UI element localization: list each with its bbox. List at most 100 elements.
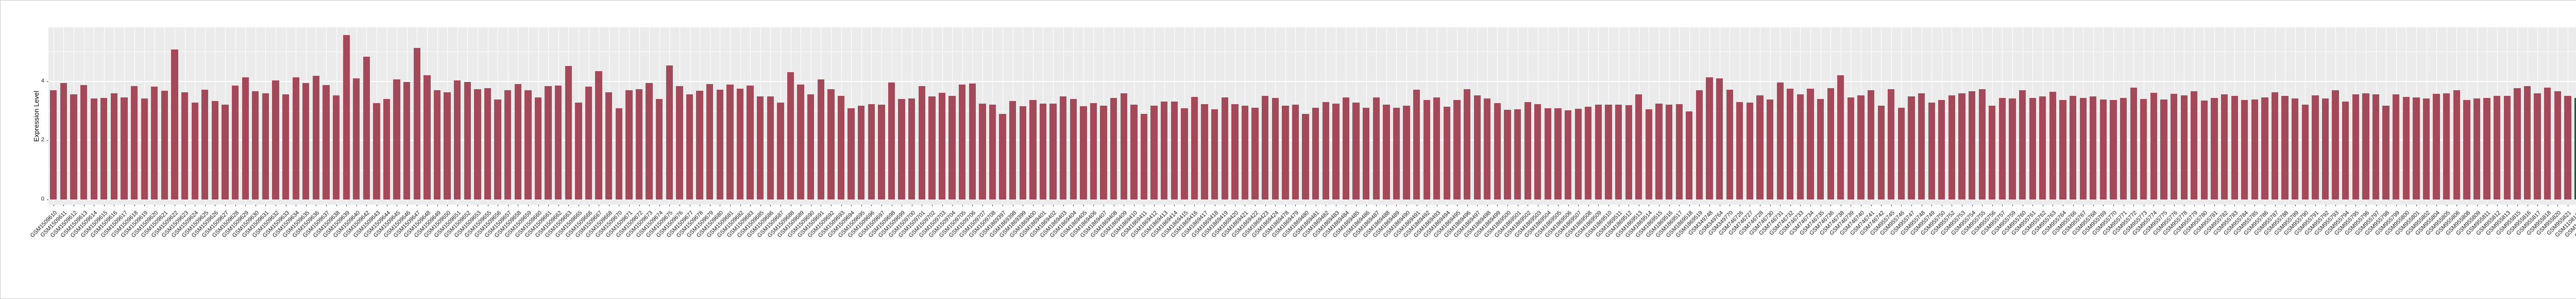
bar: [70, 94, 77, 200]
x-tick: [2477, 205, 2478, 206]
bar: [2483, 97, 2490, 200]
bar: [676, 86, 683, 200]
x-tick: [406, 205, 408, 206]
bar: [2574, 98, 2576, 200]
x-tick: [2517, 205, 2518, 206]
bar: [1635, 94, 1642, 200]
bar: [464, 82, 471, 200]
bar: [403, 82, 411, 200]
x-tick: [2315, 205, 2316, 206]
bar: [1958, 93, 1965, 200]
x-tick: [2355, 205, 2357, 206]
x-tick: [1931, 205, 1933, 206]
bar: [242, 77, 249, 200]
bar: [565, 66, 572, 200]
bar: [1231, 104, 1239, 200]
x-tick: [2174, 205, 2175, 206]
x-tick: [1780, 205, 1781, 206]
bar: [534, 97, 542, 200]
bar: [1938, 100, 1945, 200]
bar: [2029, 98, 2036, 200]
bar: [1332, 104, 1340, 200]
bar: [2564, 96, 2571, 200]
bar: [646, 83, 653, 200]
x-tick: [1083, 205, 1084, 206]
bar: [292, 77, 299, 200]
x-tick: [124, 205, 125, 206]
bar: [2009, 98, 2016, 200]
y-major-gridline: [48, 199, 2576, 200]
x-tick: [225, 205, 226, 206]
bar: [585, 87, 592, 200]
x-tick: [871, 205, 872, 206]
bar: [1554, 108, 1562, 200]
x-tick: [1255, 205, 1256, 206]
x-tick: [2497, 205, 2498, 206]
bar: [898, 99, 905, 200]
bar: [1827, 88, 1834, 200]
x-tick: [1477, 205, 1478, 206]
x-tick: [972, 205, 973, 206]
bar: [1413, 89, 1420, 200]
x-tick: [730, 205, 731, 206]
y-tick-label: 0: [41, 196, 44, 202]
x-tick: [558, 205, 559, 206]
x-tick: [1709, 205, 1710, 206]
bar: [413, 48, 420, 200]
bar: [2554, 91, 2561, 200]
x-tick: [831, 205, 832, 206]
bar: [706, 84, 714, 200]
bar: [1049, 104, 1057, 200]
bar: [1453, 99, 1461, 200]
bar: [1857, 95, 1865, 200]
bar: [1564, 110, 1572, 200]
bar: [2221, 94, 2228, 200]
bar: [1110, 98, 1117, 200]
y-tick: [47, 81, 48, 82]
x-tick: [1608, 205, 1609, 206]
bar: [2049, 91, 2057, 200]
bar: [1756, 95, 1764, 200]
y-major-gridline: [48, 80, 2576, 82]
bar: [1393, 108, 1400, 200]
bar: [686, 94, 693, 200]
bar: [2402, 96, 2410, 200]
bar: [1787, 88, 1794, 200]
bar: [1120, 93, 1127, 200]
bar: [959, 85, 966, 200]
bar: [1585, 107, 1592, 200]
bar: [504, 90, 512, 200]
x-tick: [548, 205, 549, 206]
bar: [2059, 99, 2066, 200]
x-tick: [1295, 205, 1296, 206]
bar: [323, 85, 330, 200]
bar: [747, 86, 754, 200]
x-tick: [1790, 205, 1791, 206]
x-tick: [851, 205, 852, 206]
bar: [1372, 97, 1380, 200]
bar: [1322, 102, 1329, 200]
x-tick: [1992, 205, 1993, 206]
x-tick: [1881, 205, 1882, 206]
bar: [1605, 104, 1612, 200]
x-tick: [1972, 205, 1973, 206]
x-tick: [1598, 205, 1599, 206]
x-tick: [538, 205, 539, 206]
x-tick: [1063, 205, 1064, 206]
bar: [1080, 106, 1087, 200]
bar: [817, 79, 824, 200]
x-tick: [2194, 205, 2195, 206]
x-tick: [639, 205, 640, 206]
bar: [80, 85, 88, 200]
bar: [423, 75, 431, 200]
bar: [1262, 96, 1269, 200]
x-tick: [1891, 205, 1892, 206]
x-tick: [1901, 205, 1902, 206]
bar: [666, 65, 673, 200]
bar: [1766, 99, 1774, 200]
x-tick: [2335, 205, 2336, 206]
bar: [2301, 105, 2309, 200]
bar: [767, 96, 774, 200]
x-tick: [1810, 205, 1811, 206]
bar: [1009, 101, 1016, 200]
